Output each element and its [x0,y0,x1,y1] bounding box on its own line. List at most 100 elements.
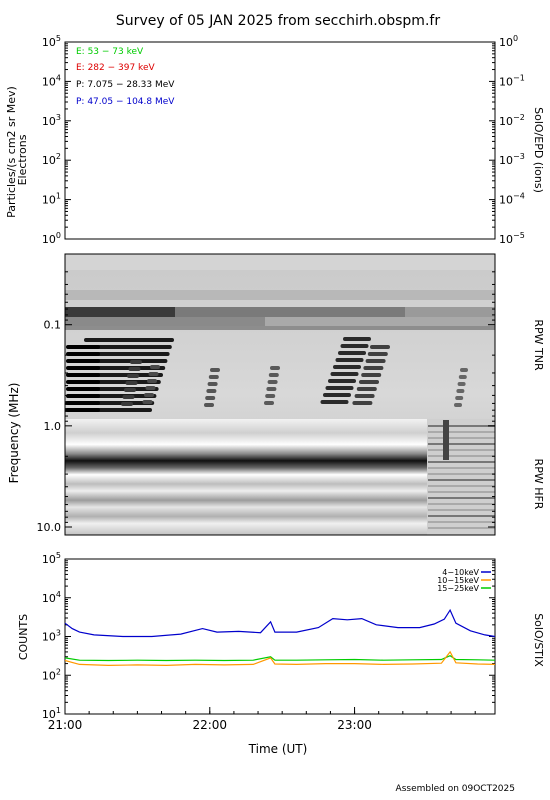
burst-stripe [148,372,159,376]
frequency-axis: 0.1 1.0 10.0 [37,271,495,534]
burst-stripe [210,368,220,372]
radio-bursts [65,337,468,412]
burst-stripe [125,381,138,385]
particles-left-tick-label: 102 [42,152,61,167]
burst-stripe [359,380,379,384]
hfr-noise-line [428,521,495,523]
stix-panel: 101 102 103 104 105 21:00 22:00 23:00 4−10keV … [17,551,545,756]
legend-4-10kev: 4−10keV [442,568,479,577]
stix-series-line [64,608,496,638]
burst-stripe [335,358,364,362]
particles-right-label: SolO/EPD (ions) [532,107,545,193]
hfr-noise-line [428,461,495,463]
stix-series-line [64,655,496,662]
particles-right-axis: 10−5 10−4 10−3 10−2 10−1 100 [489,34,525,246]
burst-stripe [460,368,468,372]
particles-right-tick-label: 100 [499,34,518,49]
particles-left-tick-label: 100 [42,231,61,246]
burst-stripe [320,400,349,404]
burst-stripe [66,352,100,356]
hfr-noise-line [428,455,495,457]
particles-left-tick-label: 105 [42,34,61,49]
particles-right-tick-label: 10−2 [499,113,525,128]
hfr-noise-line [428,509,495,511]
burst-stripe [367,352,388,356]
legend-item-protons-low: P: 7.075 − 28.33 MeV [76,80,175,90]
time-tick-label: 21:00 [48,718,83,732]
burst-stripe [144,393,154,397]
hfr-noise-line [428,491,495,493]
spectrogram-frame [64,253,496,536]
particles-legend: E: 53 − 73 keV E: 282 − 397 keV P: 7.075… [76,47,175,107]
burst-stripe [206,389,217,393]
burst-stripe [338,351,366,355]
hfr-noise-line [428,479,495,481]
burst-stripe [370,345,390,349]
stix-y-tick-label: 103 [42,629,61,644]
particles-left-axis: 100 101 102 103 104 105 [42,34,71,246]
stix-y-axis: 101 102 103 104 105 [42,551,495,721]
time-x-label: Time (UT) [248,742,308,756]
particles-left-tick-label: 103 [42,113,61,128]
hfr-noise-line [428,425,495,427]
burst-stripe [66,394,100,398]
frequency-y-label: Frequency (MHz) [7,383,21,484]
burst-stripe [207,382,218,386]
frequency-tick-label: 0.1 [44,319,62,332]
particles-y-label: Particles/(s cm2 sr Mev) [5,86,18,218]
burst-stripe [122,395,135,399]
burst-stripe [323,393,351,397]
counts-y-label: COUNTS [17,614,30,660]
burst-stripe [128,367,141,371]
particles-y-label-electrons: Electrons [16,134,29,185]
stix-y-tick-label: 105 [42,551,61,566]
burst-stripe [208,375,219,379]
burst-stripe [127,374,139,378]
burst-stripe [267,380,278,384]
hfr-noise-line [428,431,495,433]
burst-stripe [365,359,386,363]
burst-stripe [204,403,214,407]
burst-stripe [130,360,142,364]
burst-stripe [66,366,100,370]
burst-stripe [333,365,361,369]
hfr-noise-line [428,449,495,451]
burst-stripe [340,344,369,348]
legend-15-25kev: 15−25keV [437,584,479,593]
legend-10-15kev: 10−15keV [437,576,479,585]
burst-stripe [264,401,274,405]
stix-x-axis: 21:00 22:00 23:00 [48,707,476,732]
particles-right-tick-label: 10−5 [499,231,525,246]
stix-y-tick-label: 104 [42,590,61,605]
stix-right-label: SolO/STIX [532,613,545,667]
rpw-tnr-label: RPW TNR [532,319,545,371]
burst-stripe [66,380,100,384]
frequency-tick-label: 1.0 [44,420,62,433]
burst-stripe [84,338,174,342]
legend-item-protons-high: P: 47.05 − 104.8 MeV [76,97,175,107]
burst-stripe [79,352,170,356]
burst-stripe [81,345,172,349]
burst-stripe [455,396,464,400]
stix-series [64,608,496,667]
burst-stripe [66,387,100,391]
burst-stripe [363,366,384,370]
burst-stripe [66,408,100,412]
burst-stripe [121,402,133,406]
burst-stripe [352,401,373,405]
burst-stripe [66,373,100,377]
legend-item-electrons-high: E: 282 − 397 keV [76,63,155,73]
burst-stripe [205,396,216,400]
burst-stripe [328,379,356,383]
burst-stripe [265,394,276,398]
burst-stripe [66,401,100,405]
burst-stripe [266,387,277,391]
time-tick-label: 22:00 [192,718,227,732]
radio-panel: 0.1 1.0 10.0 Frequency (MHz) RPW TNR RPW H… [7,253,545,536]
particles-right-tick-label: 10−3 [499,152,525,167]
frequency-tick-label: 10.0 [37,521,62,534]
rpw-hfr-label: RPW HFR [532,459,545,510]
stix-series-line [64,650,496,667]
hfr-noise-line [428,497,495,499]
